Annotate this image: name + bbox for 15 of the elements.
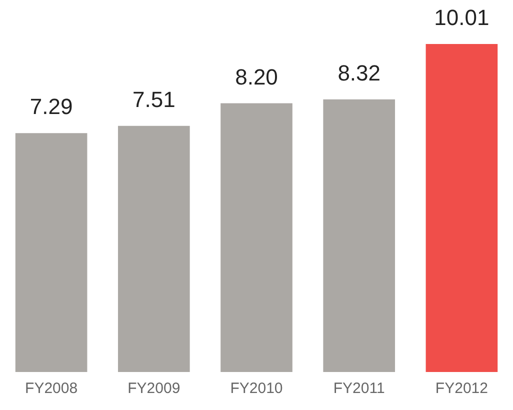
x-tick-label: FY2008: [25, 380, 78, 398]
bar: [220, 103, 292, 372]
bar: [323, 99, 396, 372]
x-tick-label: FY2011: [333, 380, 385, 398]
data-label: 7.29: [30, 94, 73, 120]
data-label: 10.01: [434, 5, 490, 30]
bar: [118, 126, 190, 372]
data-label: 8.32: [338, 60, 381, 86]
x-tick-label: FY2010: [230, 380, 283, 398]
x-tick-label: FY2009: [128, 380, 180, 398]
bar: [15, 133, 88, 372]
data-label: 7.51: [132, 86, 176, 112]
bar: [426, 44, 498, 372]
x-tick-label: FY2012: [435, 380, 488, 398]
data-label: 8.20: [235, 64, 278, 90]
